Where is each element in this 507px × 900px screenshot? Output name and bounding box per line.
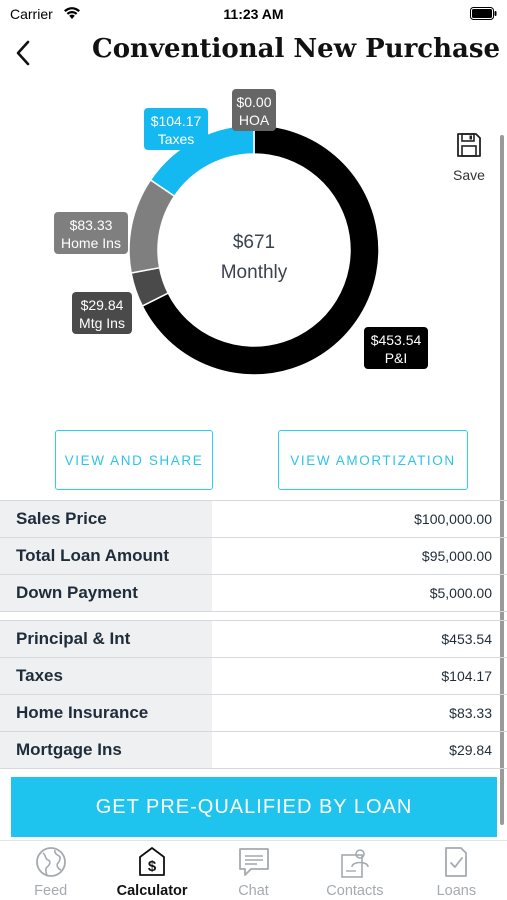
scroll-indicator[interactable] bbox=[500, 135, 504, 825]
payment-breakdown-chart: $671 Monthly $453.54 P&I $29.84 Mtg Ins $83.33… bbox=[0, 80, 507, 410]
principal-int-label: Principal & Int bbox=[0, 621, 212, 657]
table-row: Mortgage Ins $29.84 bbox=[0, 732, 507, 769]
callout-mtg-ins: $29.84 Mtg Ins bbox=[72, 292, 132, 334]
table-row: Taxes $104.17 bbox=[0, 658, 507, 695]
callout-box bbox=[144, 108, 208, 150]
loans-document-icon bbox=[445, 847, 468, 877]
tab-loans[interactable]: Loans bbox=[406, 841, 507, 900]
back-button[interactable] bbox=[10, 36, 36, 70]
callout-name: Taxes bbox=[158, 131, 195, 147]
carrier-label: Carrier bbox=[10, 6, 53, 22]
callout-value: $104.17 bbox=[151, 113, 202, 129]
callout-value: $453.54 bbox=[371, 332, 422, 348]
status-bar: Carrier 11:23 AM bbox=[0, 0, 507, 28]
callout-name: Mtg Ins bbox=[79, 315, 125, 331]
table-row: Sales Price $100,000.00 bbox=[0, 501, 507, 538]
globe-icon bbox=[35, 847, 66, 877]
mortgage-ins-value: $29.84 bbox=[449, 742, 492, 758]
callout-home-ins: $83.33 Home Ins bbox=[54, 212, 128, 254]
callout-value: $29.84 bbox=[81, 297, 124, 313]
callout-name: P&I bbox=[385, 350, 408, 366]
callout-box bbox=[232, 89, 276, 131]
floppy-disk-icon bbox=[457, 133, 481, 157]
callout-box bbox=[54, 212, 128, 254]
callout-value: $83.33 bbox=[70, 217, 113, 233]
table-row: Total Loan Amount $95,000.00 bbox=[0, 538, 507, 575]
monthly-total-value: $671 bbox=[233, 232, 275, 253]
donut-chart-svg: $671 Monthly $453.54 P&I $29.84 Mtg Ins $83.33… bbox=[54, 89, 428, 376]
callout-box bbox=[364, 327, 428, 369]
taxes-label: Taxes bbox=[0, 658, 212, 694]
sales-price-value: $100,000.00 bbox=[414, 511, 492, 527]
get-pre-qualified-button[interactable]: GET PRE-QUALIFIED BY LOAN bbox=[11, 777, 497, 837]
home-insurance-label: Home Insurance bbox=[0, 695, 212, 731]
tab-chat[interactable]: Chat bbox=[203, 841, 304, 900]
tab-contacts[interactable]: Contacts bbox=[304, 841, 405, 900]
down-payment-value: $5,000.00 bbox=[429, 585, 492, 601]
save-button[interactable]: Save bbox=[450, 132, 488, 183]
tab-calculator[interactable]: $ Calculator bbox=[101, 841, 202, 900]
principal-int-value: $453.54 bbox=[441, 631, 492, 647]
payment-breakdown-group: Principal & Int $453.54 Taxes $104.17 Ho… bbox=[0, 620, 507, 769]
tab-label: Loans bbox=[436, 883, 477, 899]
tab-label: Feed bbox=[34, 883, 68, 899]
home-insurance-value: $83.33 bbox=[449, 705, 492, 721]
svg-text:$: $ bbox=[148, 858, 157, 875]
callout-value: $0.00 bbox=[236, 94, 271, 110]
chat-icon bbox=[238, 848, 269, 876]
save-label: Save bbox=[453, 167, 485, 183]
table-row: Principal & Int $453.54 bbox=[0, 621, 507, 658]
table-row: Home Insurance $83.33 bbox=[0, 695, 507, 732]
wifi-icon bbox=[64, 7, 80, 19]
tab-bar: Feed $ Calculator Chat Contacts Loans bbox=[0, 840, 507, 900]
total-loan-amount-value: $95,000.00 bbox=[421, 548, 492, 564]
table-row: Down Payment $5,000.00 bbox=[0, 575, 507, 612]
view-and-share-button[interactable]: VIEW AND SHARE bbox=[55, 430, 213, 490]
down-payment-label: Down Payment bbox=[0, 575, 212, 611]
callout-taxes: $104.17 Taxes bbox=[144, 108, 208, 150]
taxes-value: $104.17 bbox=[441, 668, 492, 684]
callout-name: Home Ins bbox=[61, 235, 121, 251]
callout-pandi: $453.54 P&I bbox=[364, 327, 428, 369]
calculator-dollar-icon: $ bbox=[139, 847, 166, 876]
loan-details-table: Sales Price $100,000.00 Total Loan Amoun… bbox=[0, 500, 507, 769]
sales-price-label: Sales Price bbox=[0, 501, 212, 537]
mortgage-ins-label: Mortgage Ins bbox=[0, 732, 212, 768]
callout-hoa: $0.00 HOA bbox=[232, 89, 276, 131]
tab-label: Contacts bbox=[326, 883, 384, 899]
status-time: 11:23 AM bbox=[223, 6, 284, 22]
tab-feed[interactable]: Feed bbox=[0, 841, 101, 900]
callout-name: HOA bbox=[239, 112, 270, 128]
tab-label: Chat bbox=[238, 883, 269, 899]
chevron-left-icon bbox=[16, 40, 30, 66]
donut-slice-pandi[interactable] bbox=[141, 124, 380, 376]
loan-summary-group: Sales Price $100,000.00 Total Loan Amoun… bbox=[0, 500, 507, 612]
total-loan-amount-label: Total Loan Amount bbox=[0, 538, 212, 574]
callout-box bbox=[72, 292, 132, 334]
donut-slice-home-ins[interactable] bbox=[128, 178, 176, 274]
tab-label: Calculator bbox=[116, 883, 188, 899]
monthly-label: Monthly bbox=[221, 262, 288, 283]
contacts-icon bbox=[341, 849, 369, 878]
page-title: Conventional New Purchase bbox=[92, 34, 501, 64]
battery-icon bbox=[470, 7, 497, 20]
view-amortization-button[interactable]: VIEW AMORTIZATION bbox=[278, 430, 468, 490]
nav-header: Conventional New Purchase bbox=[0, 30, 507, 74]
